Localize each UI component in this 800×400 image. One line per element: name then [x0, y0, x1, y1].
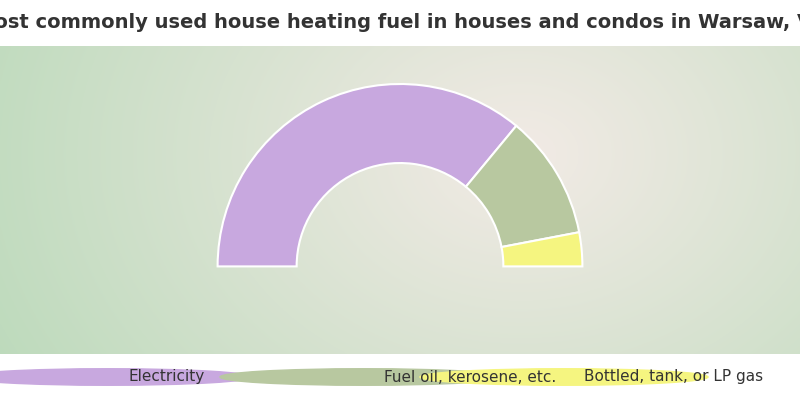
Wedge shape	[218, 84, 516, 266]
Circle shape	[420, 369, 708, 385]
Wedge shape	[502, 232, 582, 266]
Text: Most commonly used house heating fuel in houses and condos in Warsaw, VA: Most commonly used house heating fuel in…	[0, 14, 800, 32]
Wedge shape	[466, 126, 579, 247]
Circle shape	[0, 369, 252, 385]
Circle shape	[220, 369, 508, 385]
Text: Bottled, tank, or LP gas: Bottled, tank, or LP gas	[584, 370, 763, 384]
Text: Fuel oil, kerosene, etc.: Fuel oil, kerosene, etc.	[384, 370, 556, 384]
Text: Electricity: Electricity	[128, 370, 204, 384]
